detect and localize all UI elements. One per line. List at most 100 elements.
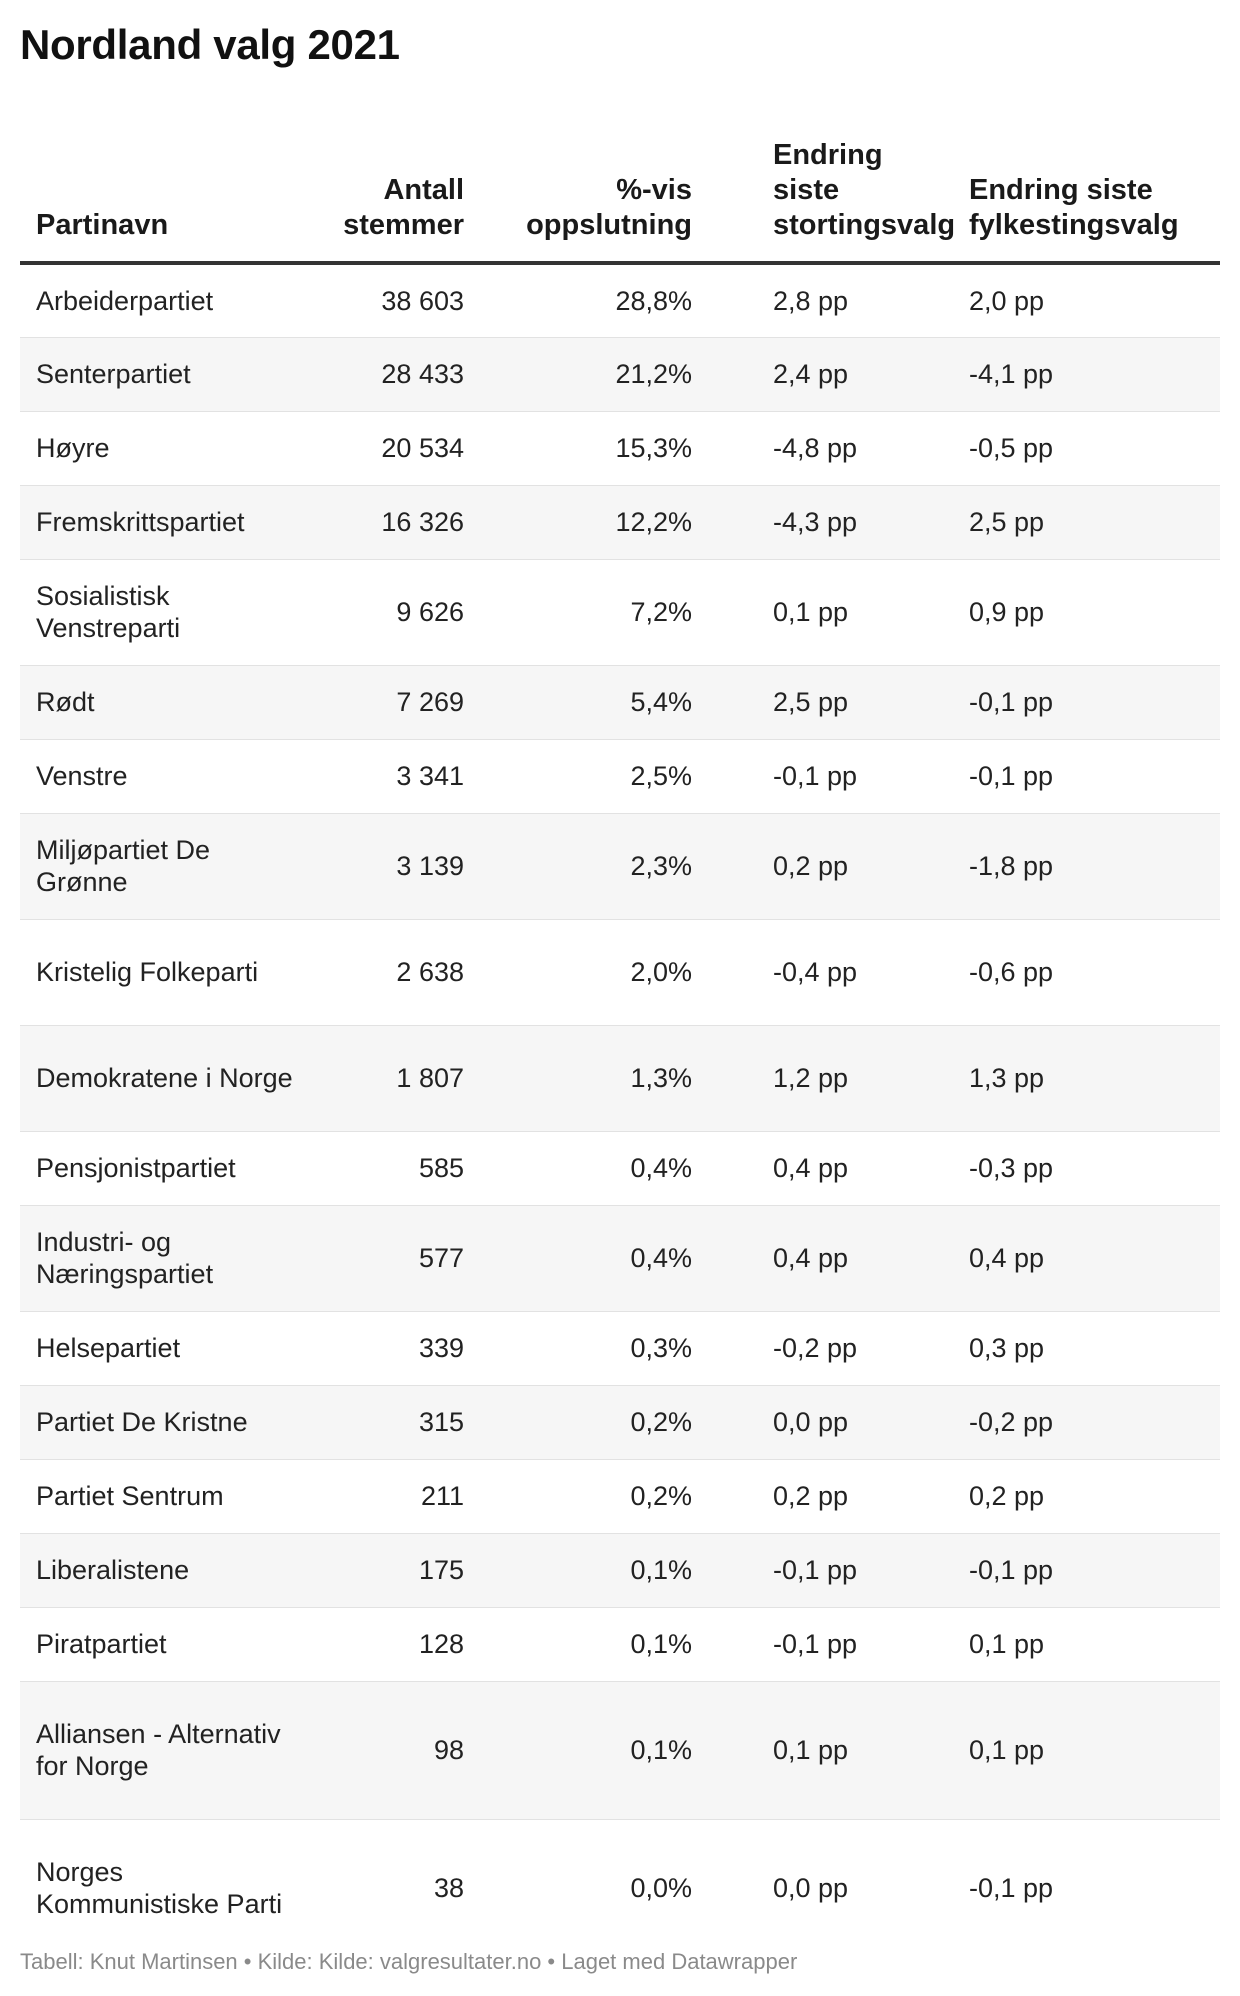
- cell-party: Norges Kommunistiske Parti: [36, 1857, 283, 1920]
- table-chart: Nordland valg 2021 Partinavn Antall stem…: [20, 0, 1220, 1957]
- cell-change-fylke: -4,1 pp: [953, 337, 1220, 412]
- table-row: Arbeiderpartiet 38 603 28,8% 2,8 pp 2,0 pp: [20, 263, 1220, 338]
- table-row: Kristelig Folkeparti 2 638 2,0% -0,4 pp -0,6…: [20, 919, 1220, 1026]
- cell-change-fylke: -0,1 pp: [953, 665, 1220, 740]
- cell-change-fylke: 0,9 pp: [953, 559, 1220, 666]
- cell-change-fylke: 0,3 pp: [953, 1311, 1220, 1386]
- cell-change-storting: -0,4 pp: [708, 919, 953, 1026]
- cell-votes: 339: [310, 1311, 480, 1386]
- col-header-party: Partinavn: [20, 138, 310, 265]
- cell-party: Arbeiderpartiet: [20, 263, 310, 338]
- cell-change-fylke: 0,4 pp: [953, 1205, 1220, 1312]
- table-row: Sosialistisk Venstreparti 9 626 7,2% 0,1 pp…: [20, 559, 1220, 666]
- cell-party: Industri- og Næringspartiet: [20, 1205, 310, 1312]
- cell-votes: 20 534: [310, 411, 480, 486]
- cell-votes: 3 341: [310, 739, 480, 814]
- cell-change-fylke: -0,1 pp: [953, 1533, 1220, 1608]
- cell-change-fylke: 2,0 pp: [953, 263, 1220, 338]
- cell-party: Sosialistisk Venstreparti: [20, 559, 310, 666]
- cell-percent: 0,2%: [480, 1385, 708, 1460]
- cell-change-fylke: 0,2 pp: [953, 1459, 1220, 1534]
- cell-votes: 9 626: [310, 559, 480, 666]
- cell-change-fylke: 2,5 pp: [953, 485, 1220, 560]
- cell-change-storting: 0,0 pp: [708, 1385, 953, 1460]
- cell-votes: 3 139: [310, 813, 480, 920]
- cell-party: Kristelig Folkeparti: [20, 919, 310, 1026]
- results-table: Partinavn Antall stemmer %-vis oppslutni…: [20, 138, 1220, 1957]
- cell-percent: 0,2%: [480, 1459, 708, 1534]
- cell-votes: 16 326: [310, 485, 480, 560]
- cell-percent: 0,1%: [480, 1681, 708, 1820]
- cell-party: Partiet De Kristne: [20, 1385, 310, 1460]
- cell-votes: 7 269: [310, 665, 480, 740]
- cell-party: Liberalistene: [20, 1533, 310, 1608]
- cell-change-storting: -0,1 pp: [708, 1607, 953, 1682]
- cell-votes: 98: [310, 1681, 480, 1820]
- cell-change-fylke: -0,1 pp: [953, 739, 1220, 814]
- cell-change-storting: 0,1 pp: [708, 1681, 953, 1820]
- cell-change-storting: 0,4 pp: [708, 1205, 953, 1312]
- cell-percent: 2,5%: [480, 739, 708, 814]
- footer-source: Tabell: Knut Martinsen • Kilde: Kilde: v…: [20, 1949, 798, 1974]
- cell-votes: 2 638: [310, 919, 480, 1026]
- table-row: Liberalistene 175 0,1% -0,1 pp -0,1 pp: [20, 1533, 1220, 1608]
- table-row: Piratpartiet 128 0,1% -0,1 pp 0,1 pp: [20, 1607, 1220, 1682]
- cell-change-storting: 1,2 pp: [708, 1025, 953, 1132]
- cell-change-fylke: -0,6 pp: [953, 919, 1220, 1026]
- cell-change-storting: -4,8 pp: [708, 411, 953, 486]
- header-row: Partinavn Antall stemmer %-vis oppslutni…: [20, 138, 1220, 265]
- cell-party: Fremskrittspartiet: [20, 485, 310, 560]
- table-row: Alliansen - Alternativ for Norge 98 0,1% 0,…: [20, 1681, 1220, 1820]
- cell-votes: 315: [310, 1385, 480, 1460]
- cell-votes: 128: [310, 1607, 480, 1682]
- cell-party: Helsepartiet: [20, 1311, 310, 1386]
- cell-votes: 211: [310, 1459, 480, 1534]
- cell-change-fylke: 1,3 pp: [953, 1025, 1220, 1132]
- cell-votes: 38: [433, 1873, 464, 1904]
- col-header-percent: %-vis oppslutning: [480, 138, 708, 265]
- cell-change-fylke: -0,1 pp: [969, 1873, 1054, 1904]
- cell-change-storting: -0,1 pp: [708, 1533, 953, 1608]
- cell-change-storting: 0,4 pp: [708, 1131, 953, 1206]
- cell-change-fylke: -1,8 pp: [953, 813, 1220, 920]
- cell-change-storting: 2,8 pp: [708, 263, 953, 338]
- cell-change-storting: -4,3 pp: [708, 485, 953, 560]
- cell-percent: 15,3%: [480, 411, 708, 486]
- cell-votes: 577: [310, 1205, 480, 1312]
- table-row: Rødt 7 269 5,4% 2,5 pp -0,1 pp: [20, 665, 1220, 740]
- cell-percent: 5,4%: [480, 665, 708, 740]
- cell-party: Rødt: [20, 665, 310, 740]
- col-header-votes: Antall stemmer: [310, 138, 480, 265]
- table-row: Høyre 20 534 15,3% -4,8 pp -0,5 pp: [20, 411, 1220, 486]
- cell-party: Alliansen - Alternativ for Norge: [20, 1681, 310, 1820]
- cell-percent: 0,4%: [480, 1131, 708, 1206]
- cell-party: Demokratene i Norge: [20, 1025, 310, 1132]
- cell-percent: 1,3%: [480, 1025, 708, 1132]
- cell-change-storting: -0,2 pp: [708, 1311, 953, 1386]
- cell-change-storting: 0,0 pp: [773, 1873, 849, 1904]
- table-row: Partiet De Kristne 315 0,2% 0,0 pp -0,2 pp: [20, 1385, 1220, 1460]
- cell-change-storting: 0,2 pp: [708, 813, 953, 920]
- cell-change-storting: -0,1 pp: [708, 739, 953, 814]
- cell-percent: 0,1%: [480, 1607, 708, 1682]
- table-row: Norges Kommunistiske Parti 38 0,0% 0,0 pp -0…: [20, 1819, 1220, 1957]
- cell-change-fylke: 0,1 pp: [953, 1681, 1220, 1820]
- cell-change-storting: 2,4 pp: [708, 337, 953, 412]
- cell-votes: 175: [310, 1533, 480, 1608]
- table-body: Arbeiderpartiet 38 603 28,8% 2,8 pp 2,0 pp Se…: [20, 263, 1220, 1957]
- cell-percent: 0,4%: [480, 1205, 708, 1312]
- cell-percent: 7,2%: [480, 559, 708, 666]
- cell-party: Pensjonistpartiet: [20, 1131, 310, 1206]
- cell-change-storting: 2,5 pp: [708, 665, 953, 740]
- cell-party: Senterpartiet: [20, 337, 310, 412]
- cell-change-fylke: -0,2 pp: [953, 1385, 1220, 1460]
- cell-votes: 1 807: [310, 1025, 480, 1132]
- cell-change-fylke: 0,1 pp: [953, 1607, 1220, 1682]
- cell-party: Venstre: [20, 739, 310, 814]
- cell-votes: 38 603: [310, 263, 480, 338]
- table-row: Miljøpartiet De Grønne 3 139 2,3% 0,2 pp -1,…: [20, 813, 1220, 920]
- table-row: Demokratene i Norge 1 807 1,3% 1,2 pp 1,3 pp: [20, 1025, 1220, 1132]
- cell-party: Miljøpartiet De Grønne: [20, 813, 310, 920]
- cell-percent: 0,1%: [480, 1533, 708, 1608]
- cell-percent: 2,3%: [480, 813, 708, 920]
